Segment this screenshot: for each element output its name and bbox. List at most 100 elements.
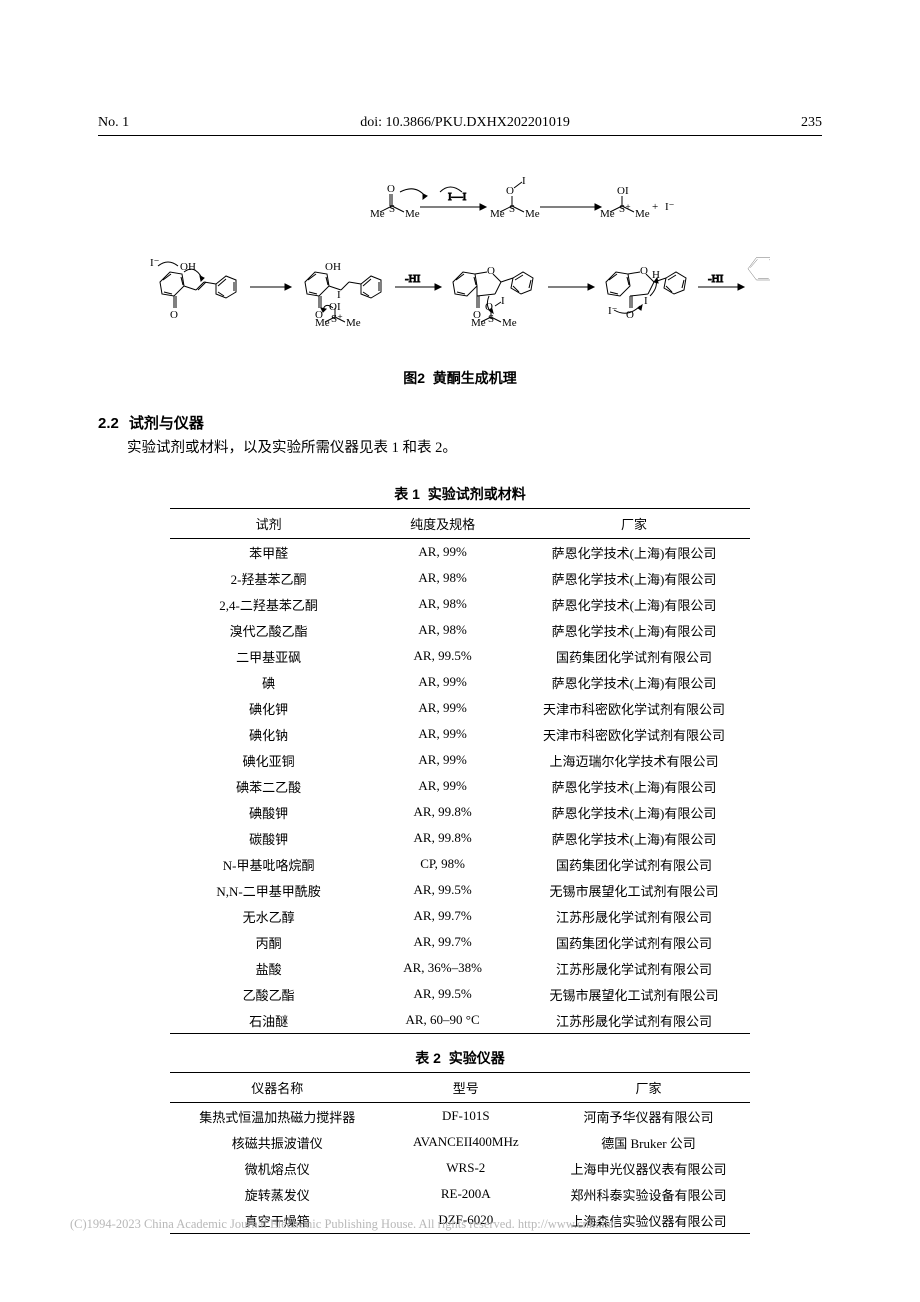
table-cell: AR, 99.5% [367, 877, 518, 903]
minus-hi-label-2: -HI [708, 273, 724, 285]
table-cell: 国药集团化学试剂有限公司 [518, 851, 750, 877]
table-row: 2,4-二羟基苯乙酮AR, 98%萨恩化学技术(上海)有限公司 [170, 591, 750, 617]
table-cell: N-甲基吡咯烷酮 [170, 851, 367, 877]
table-cell: 萨恩化学技术(上海)有限公司 [518, 539, 750, 566]
table-cell: 碘酸钾 [170, 799, 367, 825]
table-row: 碘化亚铜AR, 99%上海迈瑞尔化学技术有限公司 [170, 747, 750, 773]
table-cell: 无锡市展望化工试剂有限公司 [518, 877, 750, 903]
table-cell: 江苏彤晟化学试剂有限公司 [518, 955, 750, 981]
table-cell: AR, 99.8% [367, 825, 518, 851]
table-cell: AR, 99% [367, 773, 518, 799]
table-cell: 萨恩化学技术(上海)有限公司 [518, 591, 750, 617]
table-cell: 无锡市展望化工试剂有限公司 [518, 981, 750, 1007]
table-cell: 德国 Bruker 公司 [547, 1129, 750, 1155]
svg-text:O: O [387, 183, 395, 195]
table-row: 乙酸乙酯AR, 99.5%无锡市展望化工试剂有限公司 [170, 981, 750, 1007]
table-row: 石油醚AR, 60–90 °C江苏彤晟化学试剂有限公司 [170, 1007, 750, 1034]
table-cell: 苯甲醛 [170, 539, 367, 566]
table-cell: 上海申光仪器仪表有限公司 [547, 1155, 750, 1181]
table-cell: RE-200A [385, 1181, 547, 1207]
table-cell: 集热式恒温加热磁力搅拌器 [170, 1103, 385, 1130]
svg-text:S: S [509, 203, 515, 215]
section-2-2-heading: 2.2试剂与仪器 [98, 412, 822, 433]
reaction-mechanism-diagram: Me Me O S I—I Me Me O [150, 172, 770, 362]
table-cell: 国药集团化学试剂有限公司 [518, 643, 750, 669]
svg-text:I: I [522, 175, 526, 187]
table-cell: 碘化钾 [170, 695, 367, 721]
table-1-reagents: 试剂纯度及规格厂家 苯甲醛AR, 99%萨恩化学技术(上海)有限公司2-羟基苯乙… [170, 508, 750, 1034]
table-row: 溴代乙酸乙酯AR, 98%萨恩化学技术(上海)有限公司 [170, 617, 750, 643]
table-row: N,N-二甲基甲酰胺AR, 99.5%无锡市展望化工试剂有限公司 [170, 877, 750, 903]
table-cell: 萨恩化学技术(上海)有限公司 [518, 773, 750, 799]
svg-text:Me: Me [315, 317, 330, 329]
table-cell: AR, 99% [367, 747, 518, 773]
table-cell: AR, 99.5% [367, 981, 518, 1007]
table-header: 型号 [385, 1073, 547, 1103]
table-cell: 二甲基亚砜 [170, 643, 367, 669]
table-cell: 天津市科密欧化学试剂有限公司 [518, 721, 750, 747]
svg-text:O: O [170, 309, 178, 321]
table-cell: 盐酸 [170, 955, 367, 981]
table-cell: DF-101S [385, 1103, 547, 1130]
table-row: 碘苯二乙酸AR, 99%萨恩化学技术(上海)有限公司 [170, 773, 750, 799]
table-row: 碳酸钾AR, 99.8%萨恩化学技术(上海)有限公司 [170, 825, 750, 851]
table-header: 厂家 [547, 1073, 750, 1103]
table-cell: AR, 99.7% [367, 929, 518, 955]
table-cell: 2-羟基苯乙酮 [170, 565, 367, 591]
svg-text:I⁻: I⁻ [150, 257, 160, 269]
table-header: 厂家 [518, 509, 750, 539]
table-cell: AR, 99.5% [367, 643, 518, 669]
table-cell: AR, 98% [367, 617, 518, 643]
svg-text:Me: Me [471, 317, 486, 329]
table-cell: AR, 36%–38% [367, 955, 518, 981]
table-cell: 天津市科密欧化学试剂有限公司 [518, 695, 750, 721]
table-row: 丙酮AR, 99.7%国药集团化学试剂有限公司 [170, 929, 750, 955]
table-cell: WRS-2 [385, 1155, 547, 1181]
table-header: 纯度及规格 [367, 509, 518, 539]
table-cell: 萨恩化学技术(上海)有限公司 [518, 565, 750, 591]
table-row: 集热式恒温加热磁力搅拌器DF-101S河南予华仪器有限公司 [170, 1103, 750, 1130]
table-row: N-甲基吡咯烷酮CP, 98%国药集团化学试剂有限公司 [170, 851, 750, 877]
section-2-2-body: 实验试剂或材料，以及实验所需仪器见表 1 和表 2。 [98, 437, 822, 460]
svg-text:I: I [644, 295, 648, 307]
table-cell: AVANCEII400MHz [385, 1129, 547, 1155]
table-row: 碘化钠AR, 99%天津市科密欧化学试剂有限公司 [170, 721, 750, 747]
svg-text:Me: Me [635, 208, 650, 220]
svg-text:+: + [652, 201, 658, 213]
table-cell: 郑州科泰实验设备有限公司 [547, 1181, 750, 1207]
table-cell: 碘化钠 [170, 721, 367, 747]
table-cell: 石油醚 [170, 1007, 367, 1034]
svg-text:I: I [501, 295, 505, 307]
table-cell: 萨恩化学技术(上海)有限公司 [518, 617, 750, 643]
svg-text:OH: OH [325, 261, 341, 273]
svg-text:I⁻: I⁻ [665, 201, 675, 213]
page-header: No. 1 doi: 10.3866/PKU.DXHX202201019 235 [98, 115, 822, 136]
header-doi: doi: 10.3866/PKU.DXHX202201019 [360, 115, 570, 131]
table-2-instruments: 仪器名称型号厂家 集热式恒温加热磁力搅拌器DF-101S河南予华仪器有限公司核磁… [170, 1072, 750, 1234]
table-cell: 微机熔点仪 [170, 1155, 385, 1181]
svg-text:Me: Me [405, 208, 420, 220]
table-cell: AR, 98% [367, 565, 518, 591]
table-cell: AR, 99% [367, 539, 518, 566]
table-cell: AR, 99.7% [367, 903, 518, 929]
table-cell: 碘苯二乙酸 [170, 773, 367, 799]
table-row: 碘AR, 99%萨恩化学技术(上海)有限公司 [170, 669, 750, 695]
iodine-label: I—I [448, 191, 467, 203]
table-cell: 核磁共振波谱仪 [170, 1129, 385, 1155]
table-row: 旋转蒸发仪RE-200A郑州科泰实验设备有限公司 [170, 1181, 750, 1207]
figure-2: Me Me O S I—I Me Me O [98, 172, 822, 388]
table-cell: 乙酸乙酯 [170, 981, 367, 1007]
table-row: 无水乙醇AR, 99.7%江苏彤晟化学试剂有限公司 [170, 903, 750, 929]
header-page-num: 235 [801, 115, 822, 131]
table-cell: AR, 99% [367, 721, 518, 747]
table-cell: 旋转蒸发仪 [170, 1181, 385, 1207]
figure-2-caption: 图2 黄酮生成机理 [98, 368, 822, 388]
table-header: 仪器名称 [170, 1073, 385, 1103]
table-cell: 上海迈瑞尔化学技术有限公司 [518, 747, 750, 773]
table-row: 碘酸钾AR, 99.8%萨恩化学技术(上海)有限公司 [170, 799, 750, 825]
table-cell: 丙酮 [170, 929, 367, 955]
copyright-footer: (C)1994-2023 China Academic Journal Elec… [70, 1217, 617, 1232]
table-cell: 萨恩化学技术(上海)有限公司 [518, 799, 750, 825]
svg-text:OH: OH [180, 261, 196, 273]
table-cell: 萨恩化学技术(上海)有限公司 [518, 825, 750, 851]
